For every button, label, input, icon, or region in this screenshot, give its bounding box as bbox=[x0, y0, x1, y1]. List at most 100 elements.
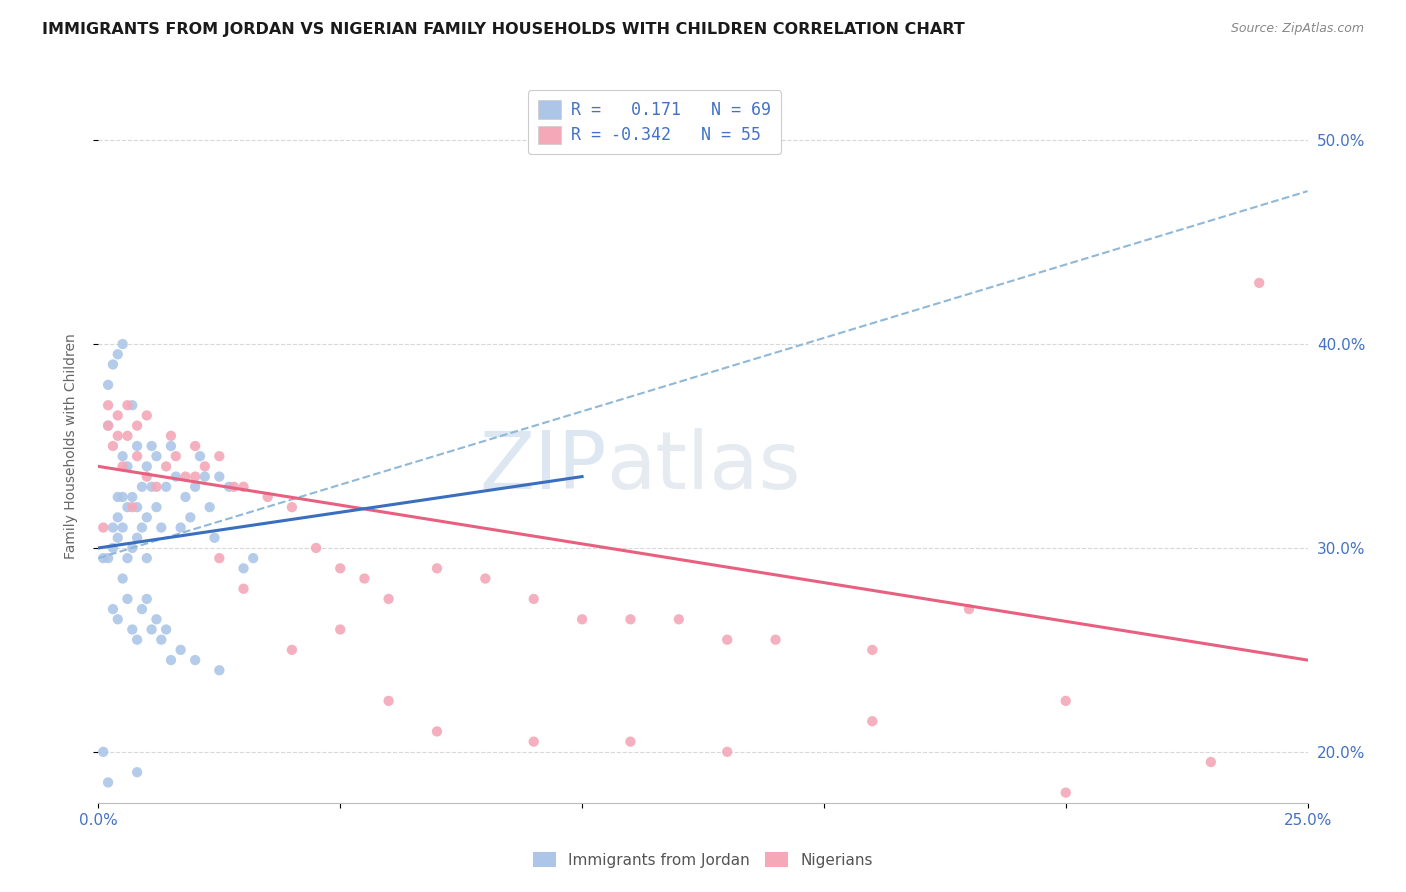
Text: ZIP: ZIP bbox=[479, 428, 606, 507]
Legend: Immigrants from Jordan, Nigerians: Immigrants from Jordan, Nigerians bbox=[527, 846, 879, 873]
Point bbox=[1199, 755, 1222, 769]
Point bbox=[107, 531, 129, 545]
Point bbox=[141, 623, 163, 637]
Point bbox=[222, 480, 245, 494]
Point bbox=[377, 591, 399, 606]
Point bbox=[165, 469, 187, 483]
Point bbox=[135, 510, 157, 524]
Point bbox=[188, 449, 211, 463]
Point bbox=[204, 531, 226, 545]
Point bbox=[111, 449, 134, 463]
Point bbox=[1054, 694, 1077, 708]
Point bbox=[218, 480, 240, 494]
Point bbox=[135, 469, 157, 483]
Point bbox=[184, 480, 207, 494]
Point bbox=[117, 591, 139, 606]
Point bbox=[256, 490, 278, 504]
Point bbox=[117, 551, 139, 566]
Point bbox=[127, 500, 149, 515]
Point bbox=[716, 745, 738, 759]
Point bbox=[107, 612, 129, 626]
Point bbox=[194, 459, 217, 474]
Point bbox=[329, 623, 352, 637]
Point bbox=[127, 449, 149, 463]
Point bbox=[619, 612, 641, 626]
Point bbox=[523, 734, 546, 748]
Point bbox=[377, 694, 399, 708]
Point bbox=[155, 459, 177, 474]
Point bbox=[765, 123, 787, 137]
Point bbox=[107, 429, 129, 443]
Point bbox=[117, 429, 139, 443]
Point bbox=[1054, 786, 1077, 800]
Point bbox=[131, 520, 153, 534]
Point bbox=[127, 632, 149, 647]
Point bbox=[150, 520, 173, 534]
Point bbox=[174, 469, 197, 483]
Point bbox=[957, 602, 980, 616]
Point bbox=[194, 469, 217, 483]
Point bbox=[668, 612, 690, 626]
Point bbox=[117, 500, 139, 515]
Point bbox=[860, 643, 883, 657]
Point bbox=[765, 632, 787, 647]
Point bbox=[111, 337, 134, 351]
Point bbox=[716, 632, 738, 647]
Point bbox=[242, 551, 264, 566]
Point bbox=[198, 500, 221, 515]
Point bbox=[571, 612, 593, 626]
Point bbox=[1249, 276, 1271, 290]
Point bbox=[232, 582, 254, 596]
Point bbox=[111, 520, 134, 534]
Point bbox=[619, 734, 641, 748]
Point bbox=[169, 520, 191, 534]
Point bbox=[232, 480, 254, 494]
Point bbox=[107, 409, 129, 423]
Point bbox=[474, 572, 496, 586]
Point bbox=[150, 632, 173, 647]
Point bbox=[353, 572, 375, 586]
Point bbox=[208, 449, 231, 463]
Point bbox=[111, 490, 134, 504]
Point bbox=[426, 724, 449, 739]
Point bbox=[281, 643, 304, 657]
Point bbox=[127, 439, 149, 453]
Point bbox=[117, 398, 139, 412]
Point bbox=[165, 449, 187, 463]
Point bbox=[97, 418, 120, 433]
Text: Source: ZipAtlas.com: Source: ZipAtlas.com bbox=[1230, 22, 1364, 36]
Point bbox=[107, 510, 129, 524]
Point bbox=[91, 745, 114, 759]
Point bbox=[91, 551, 114, 566]
Point bbox=[184, 469, 207, 483]
Point bbox=[101, 520, 124, 534]
Point bbox=[107, 347, 129, 361]
Point bbox=[169, 643, 191, 657]
Point bbox=[127, 418, 149, 433]
Point bbox=[160, 429, 183, 443]
Point bbox=[97, 551, 120, 566]
Point bbox=[111, 459, 134, 474]
Point bbox=[117, 459, 139, 474]
Point bbox=[145, 480, 167, 494]
Point bbox=[145, 500, 167, 515]
Point bbox=[101, 602, 124, 616]
Point bbox=[107, 490, 129, 504]
Point bbox=[135, 551, 157, 566]
Point bbox=[127, 531, 149, 545]
Point bbox=[145, 449, 167, 463]
Point bbox=[121, 398, 143, 412]
Point bbox=[131, 602, 153, 616]
Point bbox=[111, 572, 134, 586]
Point bbox=[131, 480, 153, 494]
Point bbox=[160, 653, 183, 667]
Point bbox=[97, 398, 120, 412]
Point bbox=[91, 520, 114, 534]
Point bbox=[179, 510, 201, 524]
Point bbox=[97, 377, 120, 392]
Point bbox=[121, 623, 143, 637]
Point bbox=[101, 358, 124, 372]
Point bbox=[97, 418, 120, 433]
Text: IMMIGRANTS FROM JORDAN VS NIGERIAN FAMILY HOUSEHOLDS WITH CHILDREN CORRELATION C: IMMIGRANTS FROM JORDAN VS NIGERIAN FAMIL… bbox=[42, 22, 965, 37]
Point bbox=[135, 459, 157, 474]
